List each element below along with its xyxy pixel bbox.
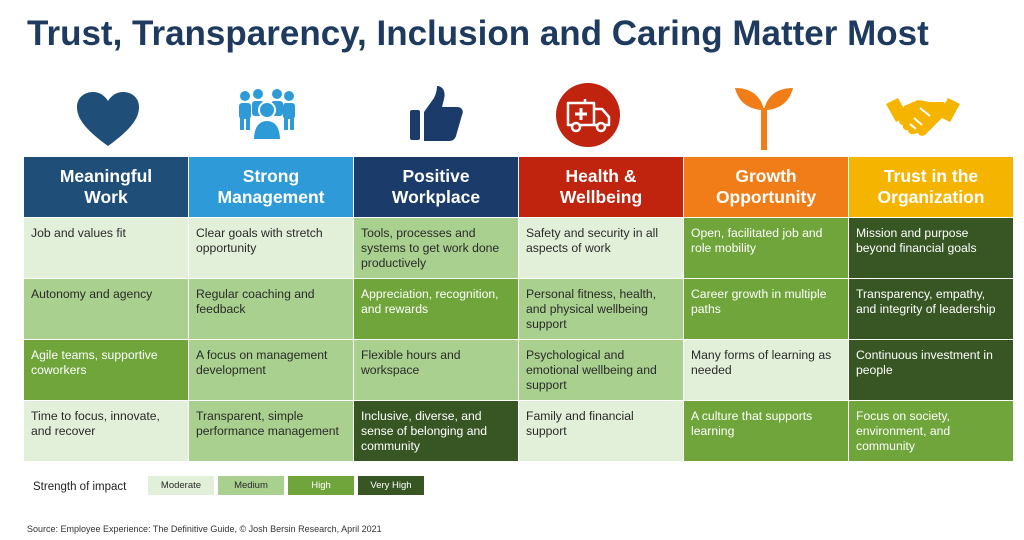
column-header-trust-organization: Trust in the Organization (849, 157, 1013, 217)
matrix-cell: Clear goals with stretch opportunity (189, 218, 353, 278)
matrix-cell: Family and financial support (519, 401, 683, 461)
matrix-cell: Inclusive, diverse, and sense of belongi… (354, 401, 518, 461)
column-header-meaningful-work: Meaningful Work (24, 157, 188, 217)
matrix-cell: Mission and purpose beyond financial goa… (849, 218, 1013, 278)
matrix-cell: Continuous investment in people (849, 340, 1013, 400)
column-header-positive-workplace: Positive Workplace (354, 157, 518, 217)
matrix-cell: Appreciation, recognition, and rewards (354, 279, 518, 339)
thumbs-up-icon (410, 86, 463, 141)
matrix-cell: Flexible hours and workspace (354, 340, 518, 400)
matrix-cell: Open, facilitated job and role mobility (684, 218, 848, 278)
matrix-cell: Career growth in multiple paths (684, 279, 848, 339)
matrix-cell: A focus on management development (189, 340, 353, 400)
legend-very-high: Very High (358, 476, 424, 495)
source-note: Source: Employee Experience: The Definit… (27, 524, 382, 534)
matrix-cell: Focus on society, environment, and commu… (849, 401, 1013, 461)
matrix-cell: Autonomy and agency (24, 279, 188, 339)
handshake-icon (886, 98, 960, 136)
matrix-cell: Psychological and emotional wellbeing an… (519, 340, 683, 400)
matrix-cell: Personal fitness, health, and physical w… (519, 279, 683, 339)
legend-label: Strength of impact (33, 481, 127, 493)
ambulance-icon (556, 83, 620, 147)
legend-high: High (288, 476, 354, 495)
team-icon (239, 89, 295, 141)
page-title: Trust, Transparency, Inclusion and Carin… (27, 14, 929, 53)
matrix-cell: Transparency, empathy, and integrity of … (849, 279, 1013, 339)
matrix-cell: Agile teams, supportive coworkers (24, 340, 188, 400)
column-header-health-wellbeing: Health & Wellbeing (519, 157, 683, 217)
matrix-cell: A culture that supports learning (684, 401, 848, 461)
matrix-cell: Job and values fit (24, 218, 188, 278)
impact-matrix: Meaningful Work Strong Management Positive… (24, 157, 1013, 461)
matrix-cell: Tools, processes and systems to get work… (354, 218, 518, 278)
legend-moderate: Moderate (148, 476, 214, 495)
matrix-cell: Transparent, simple performance manageme… (189, 401, 353, 461)
legend-medium: Medium (218, 476, 284, 495)
matrix-cell: Time to focus, innovate, and recover (24, 401, 188, 461)
matrix-cell: Regular coaching and feedback (189, 279, 353, 339)
heart-icon (77, 92, 139, 146)
matrix-cell: Safety and security in all aspects of wo… (519, 218, 683, 278)
sprout-icon (735, 88, 793, 150)
matrix-cell: Many forms of learning as needed (684, 340, 848, 400)
column-header-strong-management: Strong Management (189, 157, 353, 217)
column-header-growth-opportunity: Growth Opportunity (684, 157, 848, 217)
